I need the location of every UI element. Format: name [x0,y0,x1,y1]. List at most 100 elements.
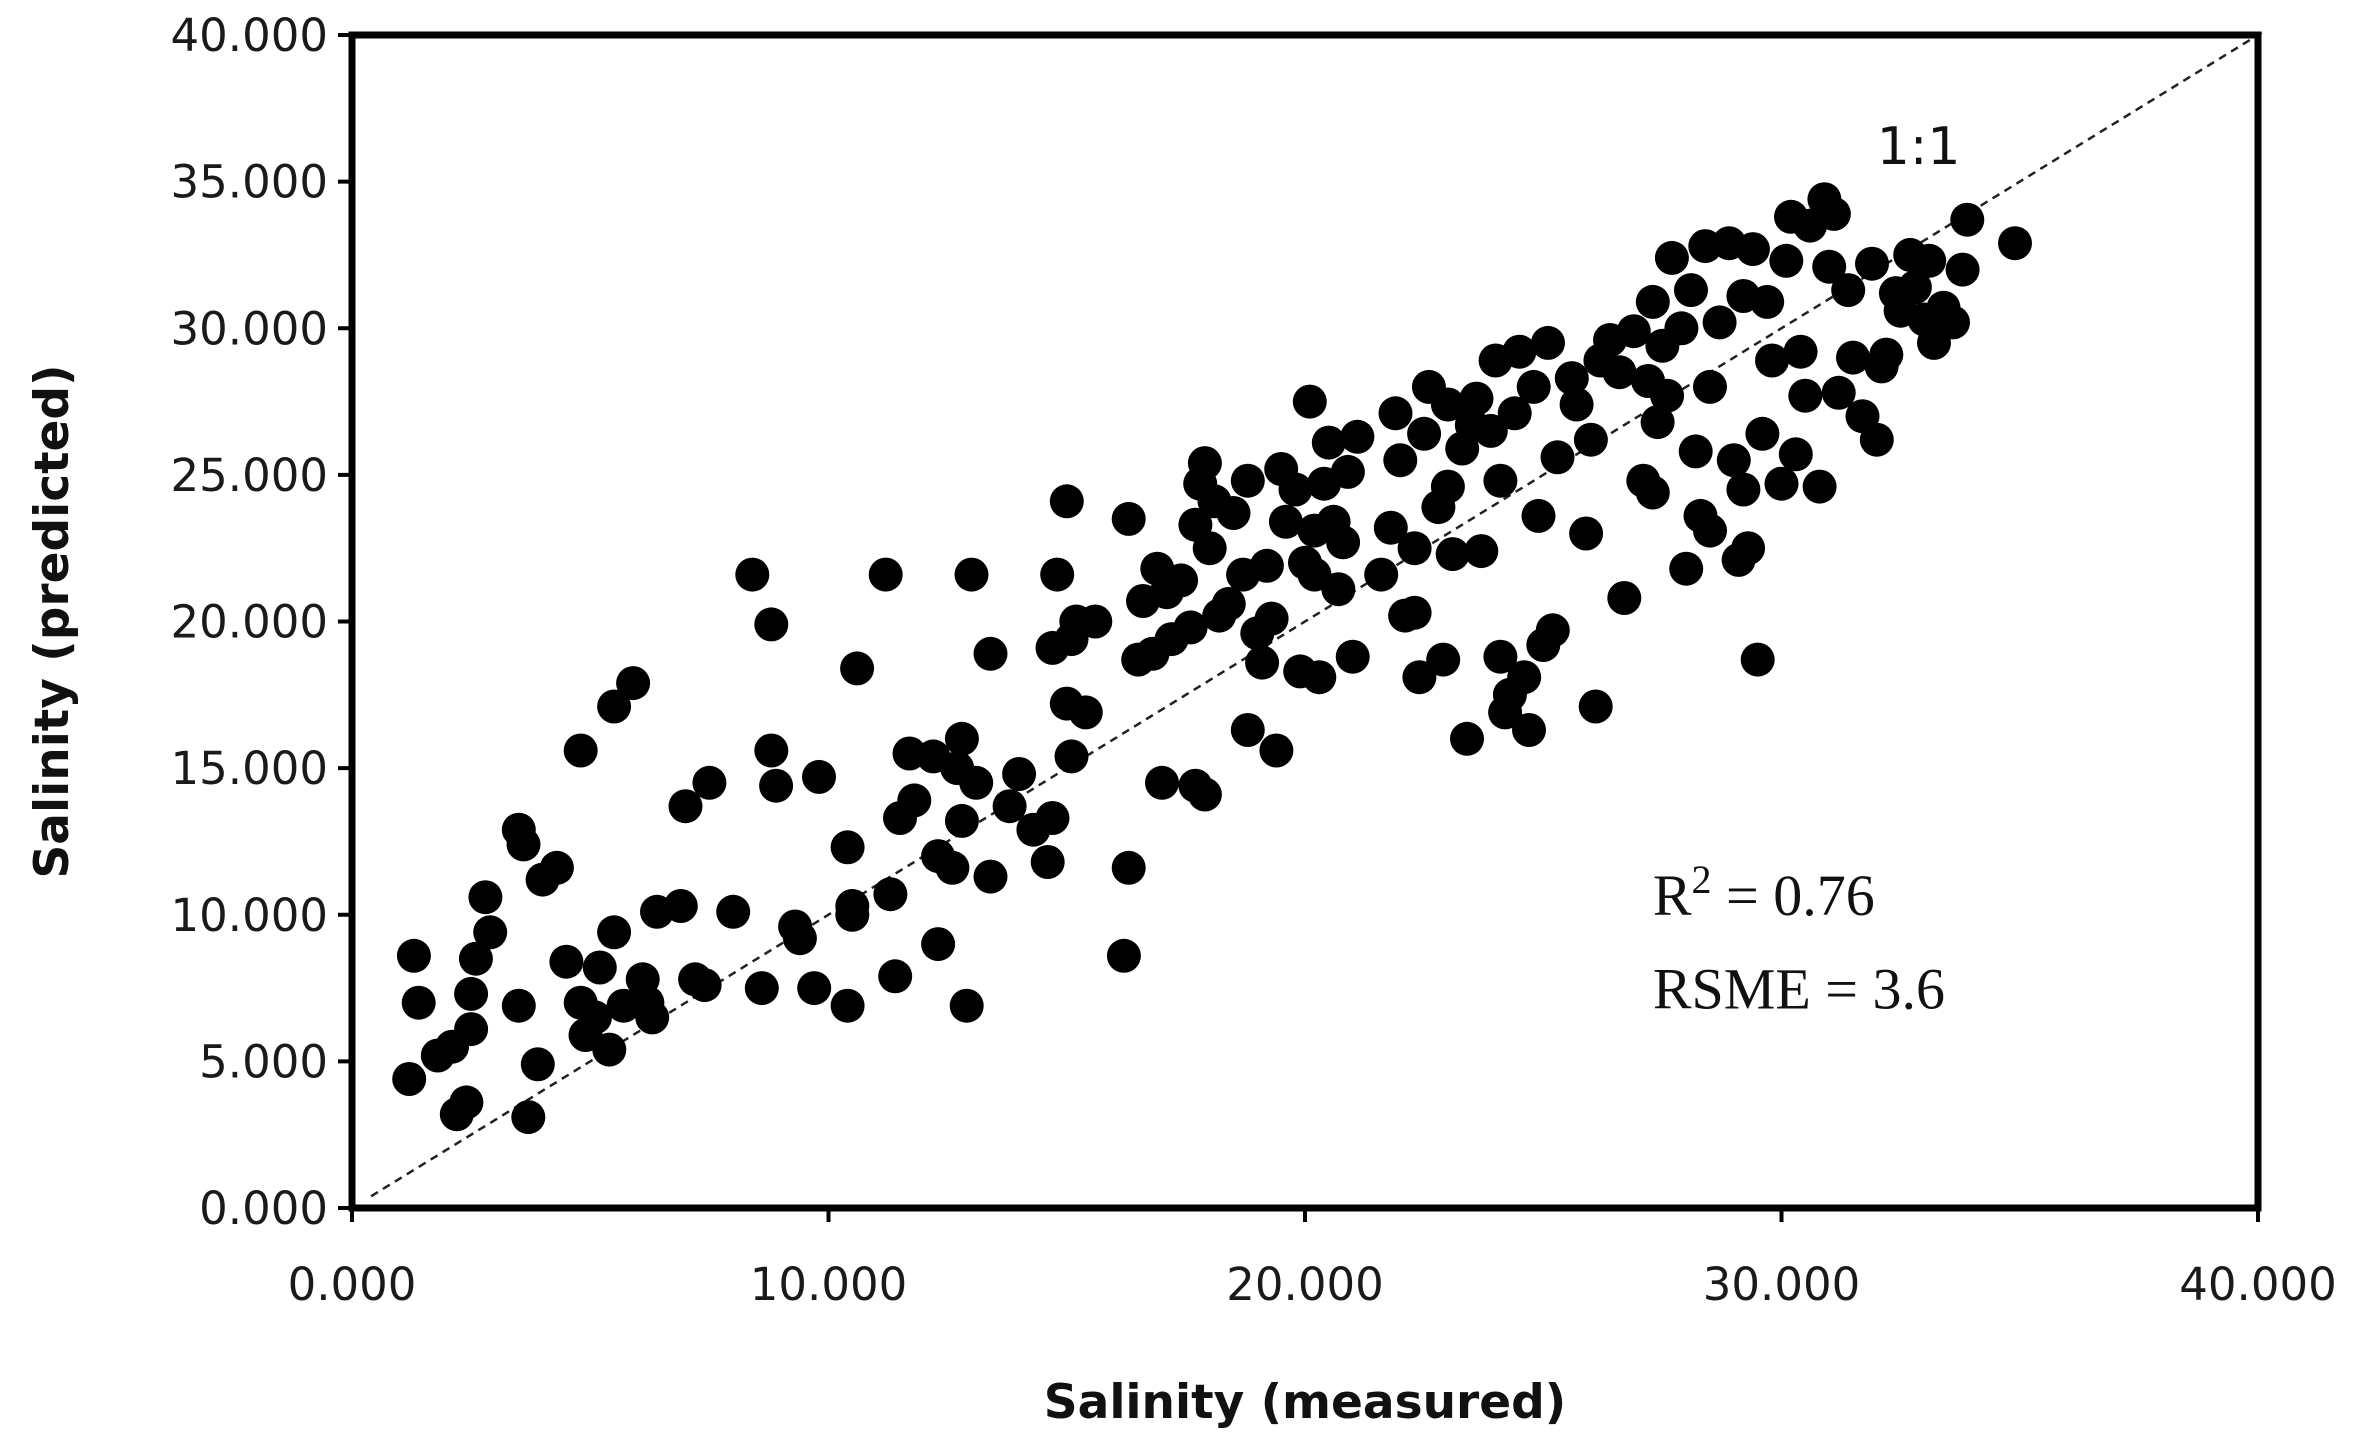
scatter-point [1821,375,1856,410]
scatter-point [1769,243,1804,278]
scatter-point [473,915,508,950]
scatter-point [597,689,632,724]
scatter-point [668,789,703,824]
scatter-point [1459,381,1494,416]
scatter-point [1268,504,1303,539]
scatter-point [468,880,503,915]
scatter-point [1778,437,1813,472]
scatter-point [578,1000,612,1035]
x-tick-label: 0.000 [288,1258,417,1311]
scatter-point [1912,243,1947,278]
scatter-point [1292,384,1327,419]
scatter-point [1035,801,1070,835]
scatter-point [1397,595,1432,630]
scatter-point [716,894,751,929]
scatter-point [830,988,865,1023]
scatter-point [1340,419,1375,454]
scatter-point [735,557,770,592]
scatter-point [1716,443,1751,478]
scatter-point [949,988,984,1023]
scatter-point [454,976,489,1011]
scatter-point [1254,601,1289,636]
scatter-point [1230,463,1265,498]
scatter-point [687,968,722,1003]
r-squared-symbol: R [1653,863,1692,928]
scatter-point [1430,387,1465,422]
scatter-point [1106,938,1141,973]
y-tick-label: 25.000 [171,449,328,502]
scatter-point [840,651,875,686]
scatter-point [797,971,832,1006]
scatter-point [1145,765,1179,800]
scatter-point [1373,510,1408,545]
scatter-point [802,759,836,794]
scatter-point [1397,531,1432,566]
scatter-point [1245,645,1280,680]
scatter-point [1616,314,1651,349]
scatter-point [1383,443,1418,478]
scatter-point [1230,713,1265,747]
scatter-point [1259,733,1294,768]
scatter-point [935,850,970,885]
x-axis-title: Salinity (measured) [1044,1375,1567,1430]
scatter-point [1540,440,1575,475]
scatter-point [754,733,789,768]
scatter-point [1187,446,1222,481]
scatter-point [1187,777,1222,812]
scatter-point [1211,586,1246,621]
scatter-point [1693,369,1727,404]
scatter-point [1859,422,1894,457]
scatter-point [1664,311,1699,346]
scatter-point [1321,572,1356,607]
scatter-point [921,927,956,962]
scatter-point [1483,639,1518,674]
scatter-point [1640,405,1675,440]
scatter-point [1693,513,1727,548]
scatter-point [1068,695,1103,730]
scatter-point [944,803,979,838]
scatter-point [1302,660,1337,695]
scatter-point [873,877,908,912]
y-tick-label: 30.000 [171,302,328,355]
x-tick-label: 20.000 [1226,1258,1383,1311]
scatter-point [1812,249,1847,284]
scatter-point [392,1062,427,1096]
scatter-point [1783,334,1818,369]
scatter-point [1998,226,2032,261]
reference-line-label: 1:1 [1877,117,1961,177]
scatter-point [396,938,431,973]
scatter-point [1040,557,1075,592]
scatter-point [1111,850,1146,885]
scatter-point [897,783,932,818]
y-tick-label: 5.000 [199,1035,328,1088]
scatter-point [835,897,870,932]
scatter-point [1249,548,1284,583]
scatter-point [1335,639,1370,674]
scatter-point [754,607,789,642]
scatter-point [1502,334,1537,369]
scatter-point [1364,557,1399,592]
scatter-point [868,557,903,592]
scatter-point [1521,498,1556,533]
scatter-point [1192,531,1227,566]
scatter-point [1497,396,1532,431]
scatter-point [1674,273,1708,308]
scatter-point [1535,613,1570,648]
scatter-point [944,721,979,756]
scatter-point [592,1032,627,1067]
scatter-point [1802,469,1837,504]
scatter-point [1049,484,1084,519]
scatter-point [1573,422,1608,457]
scatter-point [1678,434,1713,469]
y-axis-title: Salinity (predicted) [25,364,80,878]
scatter-point [992,789,1027,824]
scatter-point [1855,246,1889,281]
scatter-point [830,830,865,865]
scatter-point [1464,534,1499,569]
scatter-point [1435,537,1470,572]
y-tick-label: 10.000 [171,889,328,942]
scatter-point [1512,713,1546,747]
scatter-point [759,768,794,803]
scatter-point [511,1100,546,1135]
